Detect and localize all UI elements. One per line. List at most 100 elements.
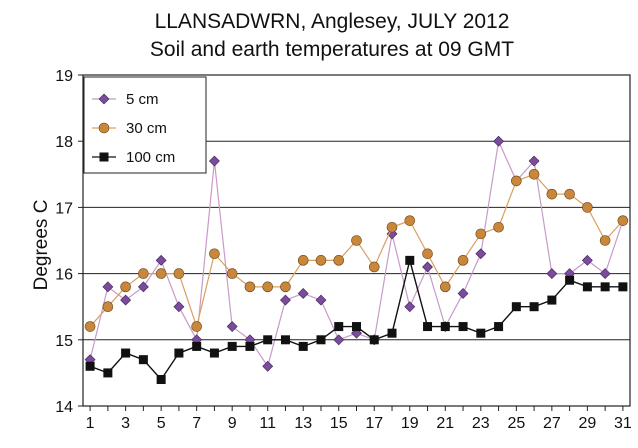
x-tick-label: 15	[330, 415, 348, 432]
data-point	[404, 301, 416, 313]
x-tick-label: 13	[294, 415, 312, 432]
chart-subtitle: Soil and earth temperatures at 09 GMT	[150, 38, 514, 61]
data-point	[528, 169, 540, 180]
data-point	[528, 155, 540, 167]
legend-marker	[99, 152, 109, 162]
data-point	[208, 155, 220, 167]
data-point	[352, 322, 361, 332]
data-point	[547, 295, 557, 305]
legend: 5 cm 30 cm 100 cm	[83, 76, 207, 174]
data-point	[280, 335, 290, 345]
data-point	[404, 215, 416, 226]
data-point	[333, 255, 345, 266]
data-point	[245, 341, 255, 351]
data-point	[226, 321, 238, 332]
data-point	[582, 202, 593, 213]
data-point	[368, 261, 380, 273]
x-tick-label: 29	[578, 415, 596, 432]
data-point	[262, 281, 274, 293]
data-point	[280, 294, 291, 306]
data-point	[369, 335, 379, 345]
data-point	[475, 248, 487, 260]
data-point	[262, 360, 274, 372]
data-point	[173, 268, 185, 279]
data-point	[618, 282, 628, 292]
data-point	[493, 135, 505, 147]
data-point	[457, 288, 469, 299]
y-axis-label: Degrees C	[31, 200, 52, 291]
series-100-cm	[85, 255, 628, 385]
data-point	[440, 322, 450, 332]
data-point	[138, 355, 148, 365]
data-point	[103, 368, 113, 378]
x-tick-label: 11	[259, 415, 276, 432]
data-point	[511, 302, 521, 312]
data-point	[138, 268, 149, 279]
data-point	[599, 235, 611, 246]
data-point	[137, 281, 149, 293]
data-point	[511, 175, 522, 187]
series-line	[89, 260, 623, 381]
data-point	[423, 322, 433, 332]
data-point	[173, 301, 185, 313]
chart-title: LLANSADWRN, Anglesey, JULY 2012	[155, 10, 510, 33]
x-tick-label: 1	[86, 415, 95, 432]
y-tick-label: 14	[55, 399, 73, 416]
data-point	[209, 348, 219, 358]
data-point	[529, 302, 539, 312]
legend-marker	[98, 122, 110, 134]
data-point	[156, 375, 166, 385]
data-point	[493, 221, 504, 233]
data-point	[565, 275, 575, 285]
data-point	[333, 334, 345, 346]
data-point	[546, 268, 558, 280]
data-point	[617, 215, 629, 226]
data-point	[174, 348, 184, 358]
x-tick-label: 17	[365, 415, 383, 432]
data-point	[244, 281, 256, 293]
series-layer	[84, 135, 629, 385]
data-point	[581, 254, 593, 266]
y-tick-label: 16	[55, 267, 73, 284]
x-tick-label: 19	[401, 415, 419, 432]
data-point	[209, 248, 220, 260]
data-point	[582, 282, 592, 292]
series-30-cm	[84, 169, 629, 332]
data-point	[387, 328, 397, 338]
data-point	[191, 321, 202, 332]
y-tick-label: 19	[55, 68, 73, 85]
x-tick-label: 23	[472, 415, 490, 432]
data-point	[297, 255, 309, 266]
data-point	[475, 228, 487, 240]
data-point	[280, 281, 291, 293]
y-tick-label: 15	[55, 333, 73, 350]
data-point	[226, 268, 238, 279]
data-point	[121, 348, 131, 358]
legend-label: 100 cm	[126, 149, 175, 166]
data-point	[155, 268, 167, 279]
data-point	[458, 322, 468, 332]
x-tick-label: 27	[543, 415, 561, 432]
data-point	[334, 322, 344, 332]
data-point	[298, 341, 308, 351]
data-point	[192, 341, 202, 351]
data-point	[297, 288, 309, 299]
data-point	[405, 255, 415, 265]
data-point	[494, 322, 504, 332]
data-point	[439, 281, 451, 293]
data-point	[102, 281, 114, 293]
data-point	[351, 235, 362, 246]
data-point	[85, 361, 95, 371]
y-tick-label: 18	[55, 134, 73, 151]
y-tick-label: 17	[55, 200, 73, 217]
data-point	[476, 328, 486, 338]
data-point	[564, 188, 575, 200]
legend-marker	[98, 93, 110, 105]
data-point	[102, 301, 114, 313]
x-tick-label: 7	[192, 415, 201, 432]
data-point	[84, 321, 96, 332]
data-point	[386, 221, 398, 233]
legend-label: 30 cm	[126, 120, 167, 137]
